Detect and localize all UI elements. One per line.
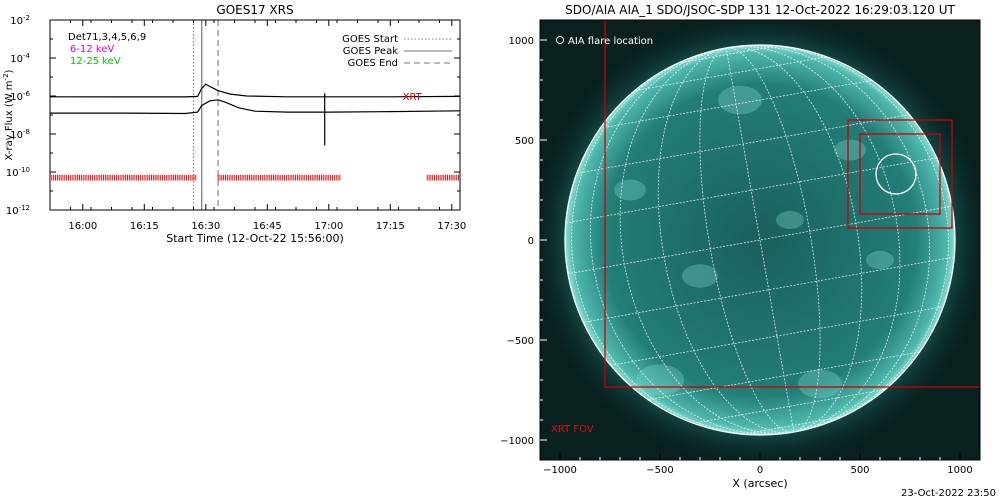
solar-limb xyxy=(564,44,956,436)
goes-y-axis-label-exp: -2 xyxy=(2,73,10,80)
footer-date: 23-Oct-2022 23:50 xyxy=(901,488,996,499)
grid-longitude-line xyxy=(619,47,794,434)
goes-xrt-coverage-segment xyxy=(426,174,460,181)
goes-y-tick-label: 10-12 xyxy=(6,204,30,217)
solar-bright-region xyxy=(834,139,866,161)
aia-image-area xyxy=(540,20,980,460)
aia-x-tick-label: −1000 xyxy=(543,465,577,476)
goes-y-axis-label-prefix: X-ray Flux (W m xyxy=(4,80,15,160)
aia-x-tick-label: −500 xyxy=(646,465,673,476)
grid-longitude-line xyxy=(570,47,794,436)
grid-longitude-line xyxy=(726,44,950,433)
goes-event-legend: GOES Start GOES Peak GOES End xyxy=(342,34,452,69)
grid-longitude-line xyxy=(726,46,901,433)
solar-bright-region xyxy=(798,369,842,399)
goes-y-tick-label: 10-10 xyxy=(6,166,30,179)
aia-y-tick-label: 0 xyxy=(528,236,534,247)
goes-axis-ticks: 10-2 10-4 10-6 10-8 10-10 10-12 16:00 16:15 16:3… xyxy=(6,14,466,232)
goes-y-tick-label: 10-8 xyxy=(10,128,30,141)
aia-x-tick-label: 0 xyxy=(757,465,763,476)
goes-xrs-panel: GOES17 XRS X-ray Flux (W m-2) Start Time… xyxy=(2,3,466,245)
goes-y-tick-label: 10-6 xyxy=(10,90,30,103)
goes-y-axis-label: X-ray Flux (W m-2) xyxy=(2,69,15,160)
aia-y-tick-label: −1000 xyxy=(500,436,534,447)
aia-axis-ticks: −1000 −500 0 500 1000 1000 500 0 −500 −1000 xyxy=(500,36,973,476)
legend-goes-start-label: GOES Start xyxy=(342,34,398,45)
aia-flare-location-circle xyxy=(875,153,917,195)
grid-longitude-line xyxy=(699,47,794,433)
goes-channel-legend-1: 6-12 keV xyxy=(70,44,114,55)
goes-detector-label: Det71,3,4,5,6,9 xyxy=(68,32,146,43)
goes-plot-area xyxy=(49,20,461,210)
goes-x-axis-label: Start Time (12-Oct-22 15:56:00) xyxy=(166,232,344,245)
goes-x-tick-label: 17:30 xyxy=(437,221,466,232)
legend-goes-peak-label: GOES Peak xyxy=(343,46,398,57)
goes-y-axis-label-suffix: ) xyxy=(4,69,15,73)
solar-bright-region xyxy=(614,179,646,201)
aia-image-panel: SDO/AIA AIA_1 SDO/JSOC-SDP 131 12-Oct-20… xyxy=(500,3,981,490)
goes-x-tick-label: 16:00 xyxy=(68,221,97,232)
xrt-fov-box-3 xyxy=(859,133,941,215)
aia-x-tick-label: 500 xyxy=(850,465,869,476)
solar-bright-region xyxy=(682,264,718,288)
aia-x-axis-label: X (arcsec) xyxy=(732,477,787,490)
xrt-fov-box-2 xyxy=(847,119,953,229)
aia-plot-title: SDO/AIA AIA_1 SDO/JSOC-SDP 131 12-Oct-20… xyxy=(565,3,955,17)
grid-longitude-line xyxy=(725,47,795,433)
aia-legend-text: AIA flare location xyxy=(568,36,653,47)
aia-legend-circle-icon xyxy=(556,36,564,44)
grid-longitude-line xyxy=(726,47,821,433)
aia-y-tick-label: 500 xyxy=(515,136,534,147)
grid-longitude-line xyxy=(726,46,863,433)
goes-xrt-label: XRT xyxy=(403,92,423,103)
goes-x-tick-label: 16:30 xyxy=(191,221,220,232)
aia-x-tick-label: 1000 xyxy=(947,465,972,476)
goes-x-tick-label: 16:45 xyxy=(253,221,282,232)
goes-x-tick-label: 17:15 xyxy=(376,221,405,232)
solar-bright-region xyxy=(866,250,894,270)
solar-bright-region xyxy=(776,210,804,230)
aia-y-tick-label: −500 xyxy=(507,336,534,347)
goes-xrt-coverage-segment xyxy=(51,174,197,181)
goes-channel-legend-2: 12-25 keV xyxy=(70,56,121,67)
grid-latitude-line xyxy=(567,205,953,275)
goes-y-tick-label: 10-4 xyxy=(10,52,30,65)
legend-goes-end-label: GOES End xyxy=(348,58,398,69)
goes-xrt-coverage-segment xyxy=(217,174,341,181)
xrt-fov-box-1 xyxy=(604,20,980,388)
goes-x-tick-label: 16:15 xyxy=(130,221,159,232)
grid-latitude-line xyxy=(742,416,843,435)
goes-series-line-2 xyxy=(50,99,461,115)
grid-longitude-line xyxy=(657,47,794,434)
goes-series-line-1 xyxy=(49,83,461,98)
goes-x-tick-label: 17:00 xyxy=(314,221,343,232)
solar-bright-region xyxy=(636,364,684,396)
grid-latitude-line xyxy=(610,306,944,366)
solar-bright-region xyxy=(718,85,762,115)
aia-xrt-fov-label: XRT FOV xyxy=(551,424,594,435)
goes-y-tick-label: 10-2 xyxy=(10,14,30,27)
aia-y-tick-label: 1000 xyxy=(509,36,534,47)
goes-plot-title: GOES17 XRS xyxy=(216,3,293,17)
